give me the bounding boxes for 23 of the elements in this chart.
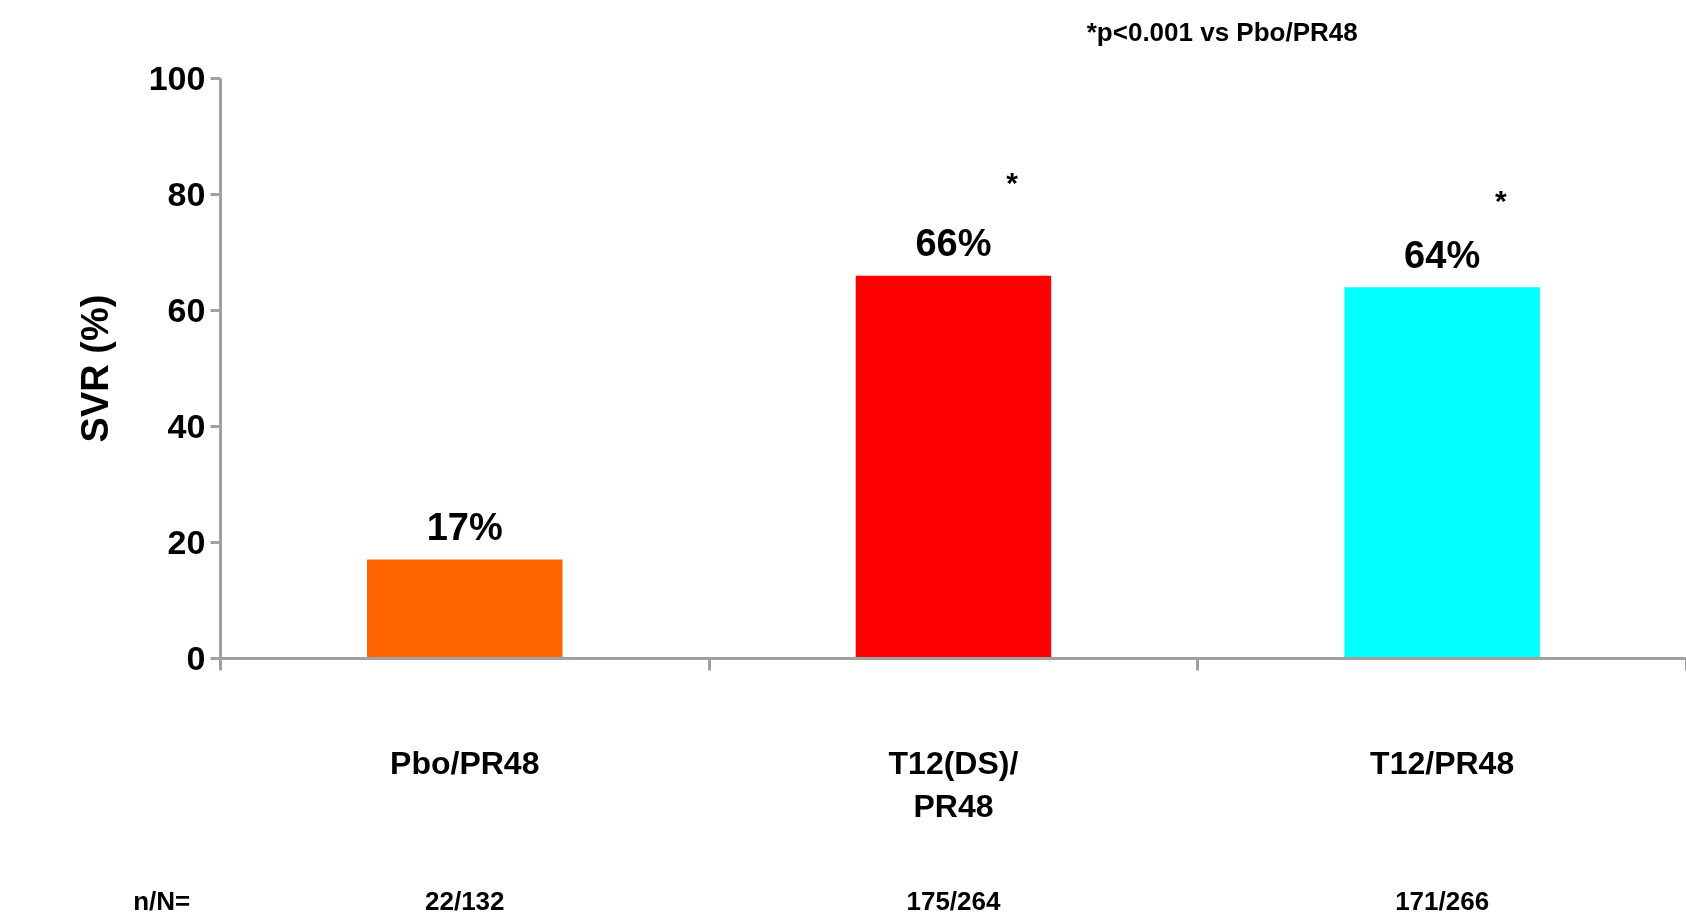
y-tick-label: 60: [167, 290, 206, 329]
bar: [367, 559, 563, 659]
x-tick-label: T12(DS)/ PR48: [888, 744, 1019, 825]
bar: [855, 275, 1052, 659]
x-tick-label: T12/PR48: [1370, 744, 1515, 781]
annotation: *: [1494, 183, 1507, 217]
data-label: 17%: [426, 505, 503, 548]
text: 175/264: [906, 886, 1001, 917]
y-axis-title: SVR (%): [73, 294, 116, 443]
text: *p<0.001 vs Pbo/PR48: [1086, 17, 1358, 48]
text: n/N=: [133, 886, 191, 917]
y-tick-label: 20: [167, 522, 206, 561]
text: 22/132: [425, 886, 505, 917]
text: 171/266: [1395, 886, 1490, 917]
data-label: 66%: [915, 222, 992, 265]
data-label: 64%: [1404, 233, 1481, 276]
y-tick-label: 0: [186, 638, 206, 677]
y-tick-label: 80: [167, 175, 206, 214]
x-tick-label: Pbo/PR48: [390, 744, 540, 781]
y-tick-label: 100: [148, 59, 206, 98]
annotation: *: [1006, 166, 1019, 200]
y-tick-label: 40: [167, 406, 206, 445]
bar: [1344, 287, 1540, 659]
